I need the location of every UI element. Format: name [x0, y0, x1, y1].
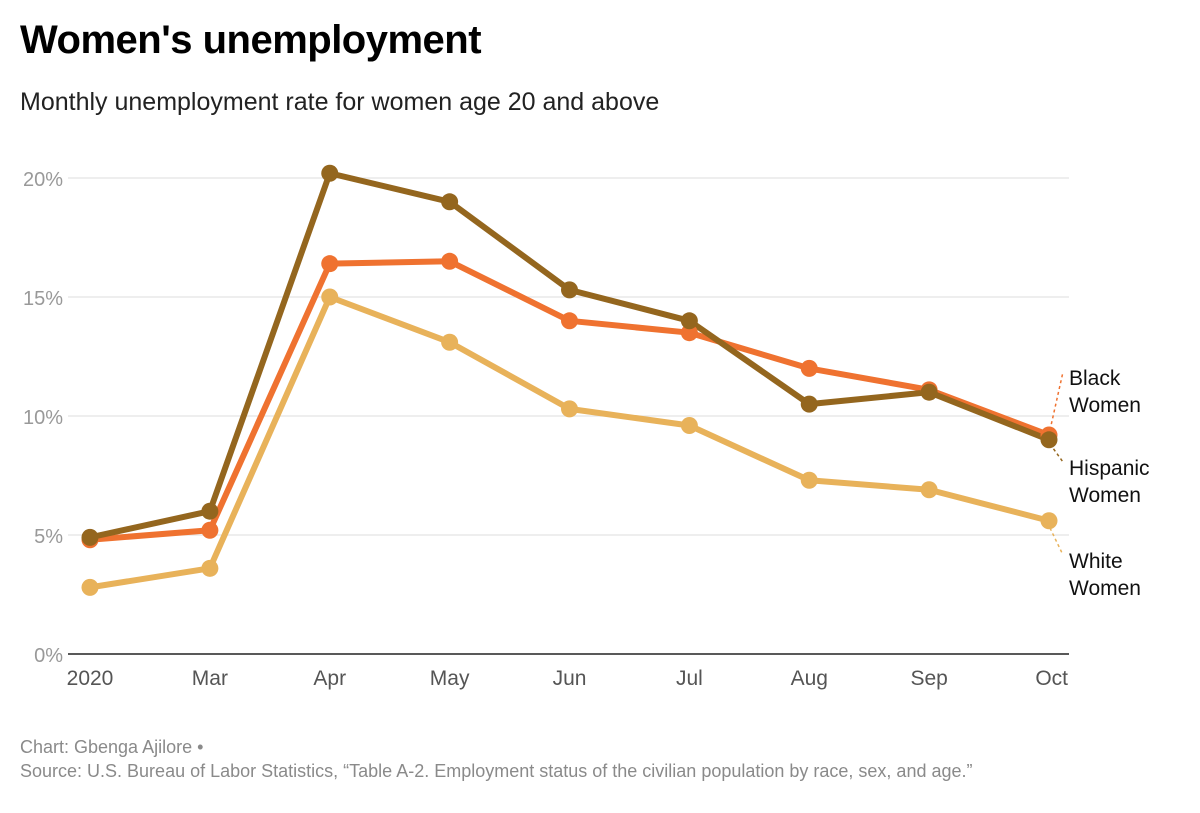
x-tick-label: Sep	[910, 667, 947, 690]
data-point	[441, 193, 459, 211]
series-label-line: Women	[1069, 484, 1141, 507]
label-leader	[1049, 371, 1064, 431]
chart-title: Women's unemployment	[20, 18, 482, 62]
chart-source: Source: U.S. Bureau of Labor Statistics,…	[20, 761, 973, 781]
data-point	[441, 333, 459, 351]
series-label: White Women	[1069, 550, 1141, 600]
series-label-line: Women	[1069, 394, 1141, 417]
data-point	[321, 288, 339, 306]
data-point	[561, 281, 578, 299]
data-point	[680, 312, 698, 330]
series-label: Black Women	[1069, 367, 1141, 417]
data-point	[321, 255, 339, 273]
data-point	[680, 324, 698, 342]
data-point	[800, 395, 818, 413]
y-tick-label: 10%	[23, 407, 63, 429]
x-tick-label: Apr	[313, 667, 346, 690]
x-tick-label: Jun	[553, 667, 587, 690]
x-tick-label: Oct	[1035, 667, 1068, 690]
data-point	[561, 400, 578, 418]
x-tick-label: Mar	[192, 667, 228, 690]
data-point	[81, 578, 99, 596]
data-point	[321, 164, 339, 182]
data-point	[920, 383, 938, 401]
series-label-line: Hispanic	[1069, 457, 1150, 480]
chart-footer: Chart: Gbenga Ajilore • Source: U.S. Bur…	[20, 735, 973, 783]
chart-credit: Chart: Gbenga Ajilore •	[20, 737, 204, 757]
y-tick-label: 5%	[34, 526, 63, 548]
x-tick-label: May	[430, 667, 470, 690]
data-point	[1040, 512, 1058, 530]
label-leader	[1049, 527, 1064, 556]
data-point	[920, 481, 938, 499]
data-point	[680, 417, 698, 435]
series-label: Hispanic Women	[1069, 457, 1150, 507]
data-point	[201, 521, 219, 539]
y-tick-label: 0%	[34, 645, 63, 667]
data-point	[201, 559, 219, 577]
x-tick-label: Jul	[676, 667, 703, 690]
x-tick-label: Aug	[791, 667, 828, 690]
series-label-line: Women	[1069, 577, 1141, 600]
data-point	[800, 471, 818, 489]
data-point	[561, 312, 578, 330]
chart-subtitle: Monthly unemployment rate for women age …	[20, 88, 660, 116]
series-label-line: Black	[1069, 367, 1121, 390]
y-tick-label: 15%	[23, 288, 63, 310]
data-point	[201, 502, 219, 520]
label-leader	[1049, 443, 1064, 463]
x-tick-label: 2020	[67, 667, 114, 690]
data-point	[81, 528, 99, 546]
data-point	[1040, 431, 1058, 449]
y-tick-label: 20%	[23, 169, 63, 191]
data-point	[800, 359, 818, 377]
data-point	[441, 252, 459, 270]
series-label-line: White	[1069, 550, 1123, 573]
